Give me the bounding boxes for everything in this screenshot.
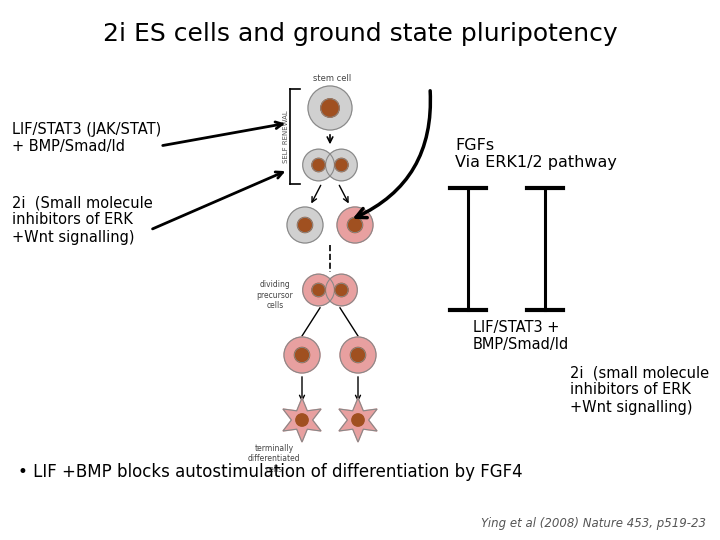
Text: • LIF +BMP blocks autostimulation of differentiation by FGF4: • LIF +BMP blocks autostimulation of dif… bbox=[18, 463, 523, 481]
Text: dividing
precursor
cells: dividing precursor cells bbox=[256, 280, 293, 310]
Circle shape bbox=[302, 149, 334, 181]
Circle shape bbox=[287, 207, 323, 243]
Circle shape bbox=[284, 337, 320, 373]
Circle shape bbox=[352, 414, 364, 426]
Text: terminally
differentiated
cells: terminally differentiated cells bbox=[248, 444, 300, 474]
Circle shape bbox=[325, 149, 357, 181]
Polygon shape bbox=[339, 398, 377, 442]
Text: LIF/STAT3 (JAK/STAT)
+ BMP/Smad/Id: LIF/STAT3 (JAK/STAT) + BMP/Smad/Id bbox=[12, 122, 161, 154]
Circle shape bbox=[340, 337, 376, 373]
Circle shape bbox=[296, 414, 308, 426]
Text: FGFs
Via ERK1/2 pathway: FGFs Via ERK1/2 pathway bbox=[455, 138, 617, 171]
Circle shape bbox=[308, 86, 352, 130]
FancyArrowPatch shape bbox=[356, 91, 431, 218]
Circle shape bbox=[335, 284, 348, 296]
Text: SELF RENEWAL: SELF RENEWAL bbox=[283, 110, 289, 163]
Text: 2i ES cells and ground state pluripotency: 2i ES cells and ground state pluripotenc… bbox=[103, 22, 617, 46]
Circle shape bbox=[312, 158, 325, 172]
Circle shape bbox=[337, 207, 373, 243]
Circle shape bbox=[351, 347, 366, 362]
Circle shape bbox=[302, 274, 334, 306]
Circle shape bbox=[297, 218, 312, 233]
Text: LIF/STAT3 +
BMP/Smad/Id: LIF/STAT3 + BMP/Smad/Id bbox=[473, 320, 570, 353]
Circle shape bbox=[348, 218, 363, 233]
Circle shape bbox=[294, 347, 310, 362]
Circle shape bbox=[335, 158, 348, 172]
Circle shape bbox=[312, 284, 325, 296]
Text: 2i  (small molecule
inhibitors of ERK
+Wnt signalling): 2i (small molecule inhibitors of ERK +Wn… bbox=[570, 365, 709, 415]
Text: Ying et al (2008) Nature 453, p519-23: Ying et al (2008) Nature 453, p519-23 bbox=[481, 517, 706, 530]
Circle shape bbox=[321, 99, 339, 117]
Text: 2i  (Small molecule
inhibitors of ERK
+Wnt signalling): 2i (Small molecule inhibitors of ERK +Wn… bbox=[12, 195, 153, 245]
Text: stem cell: stem cell bbox=[313, 74, 351, 83]
Circle shape bbox=[325, 274, 357, 306]
Polygon shape bbox=[283, 398, 321, 442]
